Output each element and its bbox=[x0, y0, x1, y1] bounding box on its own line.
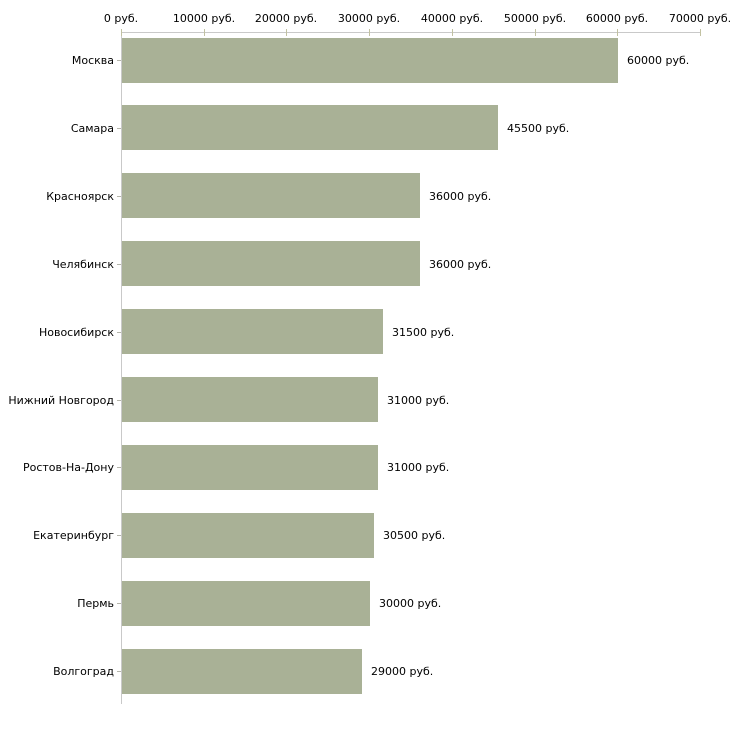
x-axis-tick-label: 0 руб. bbox=[103, 12, 139, 25]
category-label: Челябинск bbox=[52, 258, 114, 271]
x-axis-tick-label: 50000 руб. bbox=[503, 12, 567, 25]
category-tick bbox=[117, 332, 121, 333]
x-axis-tick bbox=[617, 29, 618, 36]
category-tick bbox=[117, 60, 121, 61]
category-label: Екатеринбург bbox=[33, 529, 114, 542]
x-axis-tick bbox=[286, 29, 287, 36]
bar-челябинск bbox=[122, 241, 420, 286]
category-label: Москва bbox=[71, 54, 114, 67]
value-label: 30000 руб. bbox=[379, 597, 442, 610]
bar-волгоград bbox=[122, 649, 362, 694]
value-label: 45500 руб. bbox=[507, 122, 570, 135]
x-axis-tick bbox=[452, 29, 453, 36]
value-label: 29000 руб. bbox=[371, 665, 434, 678]
x-axis-tick bbox=[535, 29, 536, 36]
category-tick bbox=[117, 535, 121, 536]
value-label: 60000 руб. bbox=[627, 54, 690, 67]
x-axis-tick-label: 60000 руб. bbox=[585, 12, 649, 25]
x-axis-tick-label: 30000 руб. bbox=[337, 12, 401, 25]
bar-новосибирск bbox=[122, 309, 383, 354]
category-label: Ростов-На-Дону bbox=[22, 461, 114, 474]
x-axis-tick-label: 20000 руб. bbox=[254, 12, 318, 25]
bar-пермь bbox=[122, 581, 370, 626]
category-label: Новосибирск bbox=[38, 326, 114, 339]
category-tick bbox=[117, 400, 121, 401]
x-axis-tick-label: 70000 руб. bbox=[668, 12, 730, 25]
category-label: Красноярск bbox=[46, 190, 114, 203]
bar-самара bbox=[122, 105, 498, 150]
value-label: 30500 руб. bbox=[383, 529, 446, 542]
bar-москва bbox=[122, 38, 618, 83]
category-tick bbox=[117, 603, 121, 604]
category-label: Самара bbox=[70, 122, 114, 135]
value-label: 31500 руб. bbox=[392, 326, 455, 339]
bar-красноярск bbox=[122, 173, 420, 218]
category-tick bbox=[117, 128, 121, 129]
x-axis-line bbox=[121, 32, 701, 33]
category-tick bbox=[117, 196, 121, 197]
bar-екатеринбург bbox=[122, 513, 374, 558]
bar-нижний-новгород bbox=[122, 377, 378, 422]
value-label: 31000 руб. bbox=[387, 394, 450, 407]
x-axis-tick bbox=[700, 29, 701, 36]
category-tick bbox=[117, 264, 121, 265]
bar-ростов-на-дону bbox=[122, 445, 378, 490]
category-label: Пермь bbox=[77, 597, 114, 610]
category-label: Нижний Новгород bbox=[8, 394, 114, 407]
category-tick bbox=[117, 467, 121, 468]
x-axis-tick bbox=[369, 29, 370, 36]
value-label: 36000 руб. bbox=[429, 190, 492, 203]
category-label: Волгоград bbox=[53, 665, 114, 678]
x-axis-tick-label: 10000 руб. bbox=[172, 12, 236, 25]
x-axis-tick bbox=[204, 29, 205, 36]
y-axis-line bbox=[121, 32, 122, 704]
category-tick bbox=[117, 671, 121, 672]
x-axis-tick-label: 40000 руб. bbox=[420, 12, 484, 25]
x-axis-tick bbox=[121, 29, 122, 36]
value-label: 36000 руб. bbox=[429, 258, 492, 271]
value-label: 31000 руб. bbox=[387, 461, 450, 474]
